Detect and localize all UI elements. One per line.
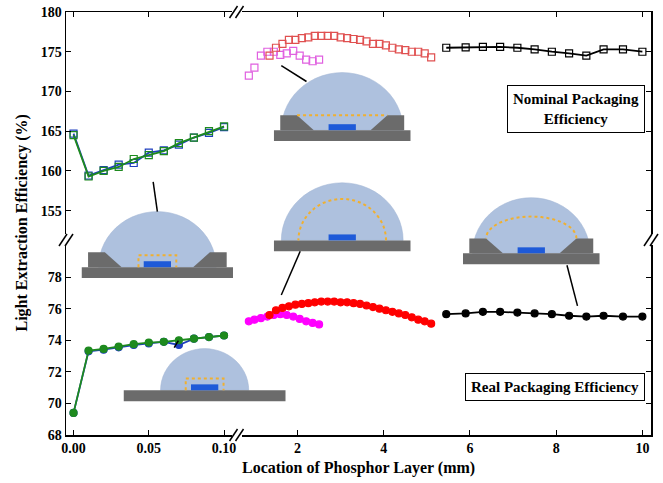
svg-text:74: 74 [48, 333, 62, 348]
svg-text:72: 72 [48, 365, 62, 380]
svg-text:8: 8 [553, 441, 560, 456]
svg-text:76: 76 [48, 302, 62, 317]
svg-text:Nominal PackagingEfficiency: Nominal PackagingEfficiency [513, 91, 639, 127]
svg-text:Real Packaging Efficiency: Real Packaging Efficiency [471, 379, 639, 395]
svg-text:165: 165 [41, 124, 62, 139]
svg-text:4: 4 [380, 441, 387, 456]
svg-text:Light Extraction Efficiency (%: Light Extraction Efficiency (%) [13, 114, 31, 331]
svg-text:78: 78 [48, 270, 62, 285]
svg-text:6: 6 [466, 441, 473, 456]
svg-text:10: 10 [635, 441, 649, 456]
svg-text:180: 180 [41, 5, 62, 20]
svg-text:0.05: 0.05 [137, 441, 162, 456]
svg-text:170: 170 [41, 84, 62, 99]
svg-text:175: 175 [41, 45, 62, 60]
svg-text:160: 160 [41, 164, 62, 179]
svg-text:Location of Phosphor Layer (mm: Location of Phosphor Layer (mm) [242, 459, 475, 477]
svg-text:0.10: 0.10 [212, 441, 237, 456]
svg-text:70: 70 [48, 396, 62, 411]
svg-text:0.00: 0.00 [61, 441, 86, 456]
svg-text:68: 68 [48, 428, 62, 443]
svg-text:155: 155 [41, 204, 62, 219]
svg-text:2: 2 [294, 441, 301, 456]
